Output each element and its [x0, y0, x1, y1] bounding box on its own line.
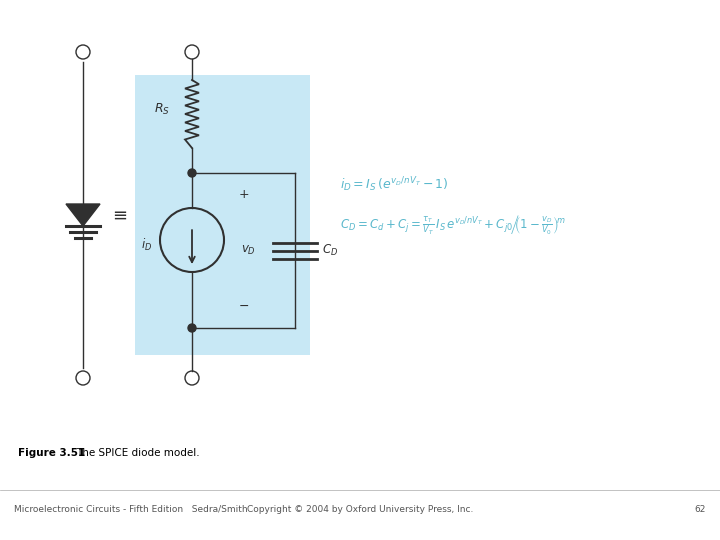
Text: $i_D$: $i_D$: [141, 237, 152, 253]
Text: $C_D = C_d + C_j = \frac{\tau_T}{V_T}\,I_S\,e^{v_D/nV_T} + C_{j0}\!\left/\!\!\le: $C_D = C_d + C_j = \frac{\tau_T}{V_T}\,I…: [340, 213, 566, 237]
Text: $R_S$: $R_S$: [154, 102, 170, 117]
Text: $v_D$: $v_D$: [241, 244, 256, 256]
Text: +: +: [238, 188, 249, 201]
FancyBboxPatch shape: [135, 75, 310, 355]
Text: Copyright © 2004 by Oxford University Press, Inc.: Copyright © 2004 by Oxford University Pr…: [247, 505, 473, 514]
Polygon shape: [66, 204, 100, 226]
Text: $i_D = I_S\,(e^{v_D/nV_T} - 1)$: $i_D = I_S\,(e^{v_D/nV_T} - 1)$: [340, 176, 449, 194]
Text: $\equiv$: $\equiv$: [109, 206, 127, 224]
Text: $C_D$: $C_D$: [322, 243, 338, 258]
Text: −: −: [238, 300, 248, 313]
Text: 62: 62: [695, 505, 706, 514]
Circle shape: [188, 169, 196, 177]
Text: Microelectronic Circuits - Fifth Edition   Sedra/Smith: Microelectronic Circuits - Fifth Edition…: [14, 505, 248, 514]
Text: The SPICE diode model.: The SPICE diode model.: [76, 448, 199, 458]
Circle shape: [188, 324, 196, 332]
Text: Figure 3.51: Figure 3.51: [18, 448, 92, 458]
